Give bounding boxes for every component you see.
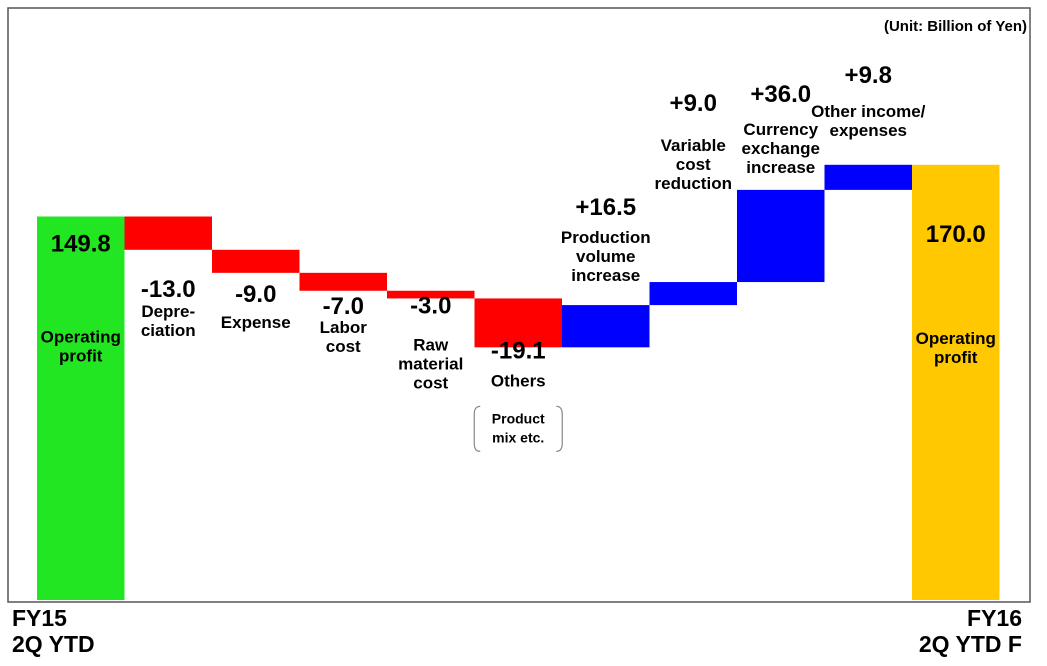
value-label-10: 170.0 — [926, 221, 986, 248]
value-label-7: +9.0 — [670, 90, 717, 117]
value-label-5: -19.1 — [491, 337, 546, 364]
bar-10 — [912, 164, 1000, 601]
value-label-2: -9.0 — [235, 281, 276, 308]
bar-8 — [737, 189, 825, 283]
step-label-2: Expense — [221, 313, 291, 332]
note-bracket — [473, 405, 563, 452]
value-label-9: +9.8 — [845, 62, 892, 89]
bar-6 — [562, 305, 650, 348]
step-label-5: Others — [491, 371, 546, 390]
unit-note: (Unit: Billion of Yen) — [884, 18, 1027, 35]
bar-7 — [649, 282, 737, 306]
x-category-1: FY16 2Q YTD F — [919, 605, 1022, 657]
step-label-9: Other income/expenses — [811, 102, 926, 140]
bar-3 — [299, 272, 387, 291]
bar-5 — [474, 298, 562, 348]
step-label-10: Operating profit — [916, 329, 996, 367]
value-label-6: +16.5 — [575, 194, 636, 221]
bar-9 — [824, 164, 912, 190]
value-label-0: 149.8 — [51, 231, 111, 258]
step-label-6: Production volume increase — [561, 228, 651, 285]
value-label-8: +36.0 — [750, 81, 811, 108]
step-label-4: Raw material cost — [398, 335, 463, 392]
value-label-3: -7.0 — [323, 293, 364, 320]
value-label-4: -3.0 — [410, 292, 451, 319]
note-label-5: Product mix etc. — [492, 410, 545, 445]
step-label-8: Currency exchange increase — [742, 120, 820, 177]
step-label-0: Operating profit — [41, 328, 121, 366]
x-category-0: FY15 2Q YTD — [12, 605, 95, 657]
bars-layer — [37, 164, 1000, 601]
value-label-1: -13.0 — [141, 276, 196, 303]
bar-1 — [124, 216, 212, 250]
bar-4 — [387, 290, 475, 299]
bar-2 — [212, 249, 300, 273]
step-label-7: Variable cost reduction — [655, 136, 732, 193]
step-label-3: Labor cost — [320, 318, 368, 356]
bar-0 — [37, 216, 125, 600]
step-label-1: Depre-ciation — [141, 302, 196, 340]
